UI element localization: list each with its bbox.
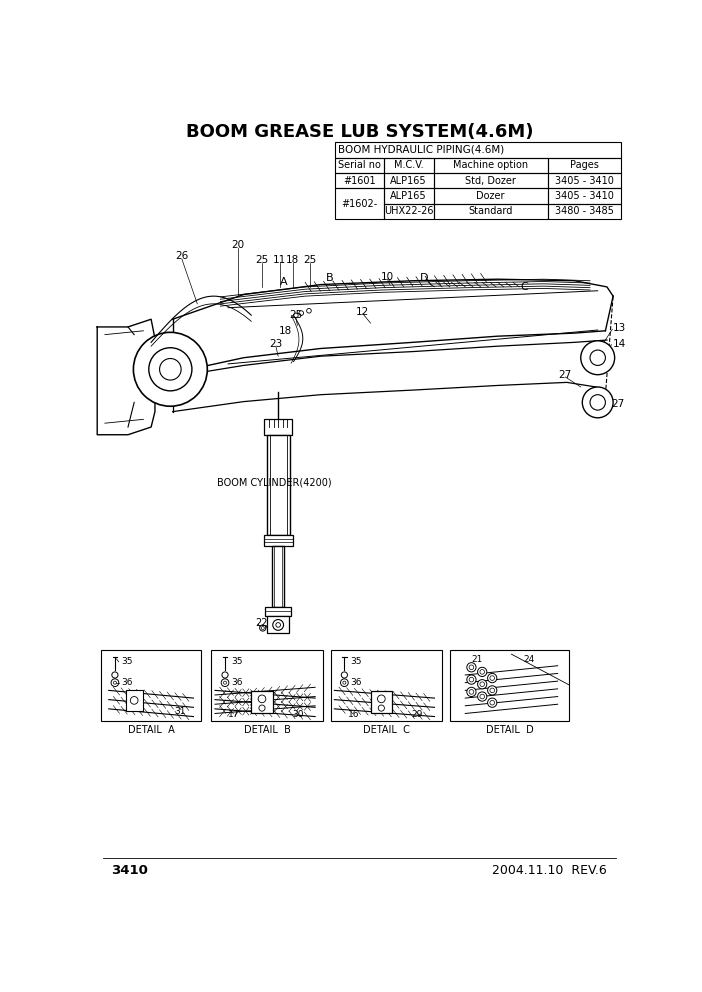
Text: 22: 22 — [255, 618, 267, 628]
Text: 35: 35 — [350, 657, 362, 666]
Circle shape — [582, 387, 613, 418]
Text: 3405 - 3410: 3405 - 3410 — [555, 191, 614, 201]
Bar — [264, 420, 292, 434]
Bar — [335, 142, 621, 158]
Text: 11: 11 — [273, 255, 286, 265]
Bar — [263, 535, 293, 546]
Text: D: D — [420, 274, 429, 284]
Bar — [251, 691, 273, 712]
Text: Pages: Pages — [570, 161, 599, 171]
Text: 27: 27 — [611, 399, 625, 409]
Circle shape — [133, 332, 207, 407]
Bar — [384, 203, 434, 219]
Text: 12: 12 — [356, 307, 369, 316]
Bar — [335, 188, 384, 219]
Text: 30: 30 — [292, 709, 303, 719]
Circle shape — [273, 620, 284, 630]
Bar — [384, 188, 434, 203]
Bar — [267, 434, 290, 535]
Circle shape — [488, 685, 497, 695]
Text: DETAIL  C: DETAIL C — [363, 724, 410, 735]
Bar — [434, 203, 548, 219]
Text: 35: 35 — [121, 657, 133, 666]
Text: Std, Dozer: Std, Dozer — [465, 176, 516, 186]
Bar — [450, 651, 569, 721]
Bar — [331, 651, 442, 721]
Text: Dozer: Dozer — [477, 191, 505, 201]
Text: 35: 35 — [231, 657, 243, 666]
Text: 3480 - 3485: 3480 - 3485 — [555, 206, 614, 216]
Circle shape — [581, 341, 615, 375]
Text: BOOM CYLINDER(4200): BOOM CYLINDER(4200) — [216, 477, 331, 487]
Bar — [434, 188, 548, 203]
Text: BOOM GREASE LUB SYSTEM(4.6M): BOOM GREASE LUB SYSTEM(4.6M) — [186, 123, 534, 141]
Text: 29: 29 — [411, 709, 423, 719]
Bar — [335, 173, 384, 188]
Bar — [434, 158, 548, 173]
Text: A: A — [279, 278, 287, 288]
Circle shape — [488, 698, 497, 707]
Bar — [335, 158, 384, 173]
Bar — [434, 173, 548, 188]
Text: DETAIL  D: DETAIL D — [486, 724, 534, 735]
Text: DETAIL  A: DETAIL A — [128, 724, 175, 735]
Bar — [265, 607, 291, 616]
Circle shape — [477, 692, 486, 701]
Text: 36: 36 — [121, 679, 133, 687]
Bar — [384, 173, 434, 188]
Text: 27: 27 — [559, 370, 572, 380]
Bar — [384, 158, 434, 173]
Text: 16: 16 — [347, 709, 359, 719]
Bar — [101, 651, 201, 721]
Text: Serial no: Serial no — [338, 161, 380, 171]
Text: 23: 23 — [270, 339, 282, 349]
Text: 18: 18 — [286, 255, 300, 265]
Text: 26: 26 — [176, 251, 189, 261]
Text: Machine option: Machine option — [453, 161, 528, 171]
Text: 24: 24 — [523, 655, 534, 664]
Bar — [548, 158, 621, 173]
Text: 14: 14 — [613, 339, 626, 349]
Text: 21: 21 — [472, 655, 483, 664]
Bar — [272, 546, 284, 607]
Text: BOOM HYDRAULIC PIPING(4.6M): BOOM HYDRAULIC PIPING(4.6M) — [338, 145, 505, 155]
Text: #1601: #1601 — [343, 176, 376, 186]
Text: 18: 18 — [279, 325, 293, 335]
Text: 2004.11.10  REV.6: 2004.11.10 REV.6 — [492, 864, 607, 877]
Text: C: C — [521, 282, 529, 292]
Circle shape — [467, 687, 476, 696]
Text: B: B — [326, 274, 333, 284]
Circle shape — [467, 663, 476, 672]
Text: ALP165: ALP165 — [390, 176, 427, 186]
Bar — [371, 691, 392, 712]
Text: ALP165: ALP165 — [390, 191, 427, 201]
Text: 20: 20 — [232, 239, 245, 250]
Bar — [267, 616, 289, 634]
Bar — [548, 203, 621, 219]
Text: 25: 25 — [256, 255, 269, 265]
Text: #1602-: #1602- — [341, 198, 378, 208]
Text: 36: 36 — [350, 679, 362, 687]
Bar — [126, 689, 143, 711]
Text: M.C.V.: M.C.V. — [394, 161, 423, 171]
Text: 13: 13 — [613, 323, 626, 333]
Bar — [548, 188, 621, 203]
Circle shape — [477, 668, 486, 677]
Circle shape — [488, 674, 497, 682]
Text: 3405 - 3410: 3405 - 3410 — [555, 176, 614, 186]
Text: 25: 25 — [303, 255, 317, 265]
Text: UHX22-26: UHX22-26 — [384, 206, 433, 216]
Text: 10: 10 — [381, 272, 394, 282]
Text: Standard: Standard — [468, 206, 513, 216]
Circle shape — [467, 675, 476, 684]
Text: DETAIL  B: DETAIL B — [244, 724, 291, 735]
Text: 36: 36 — [231, 679, 243, 687]
Text: 17: 17 — [228, 709, 239, 719]
Text: 25: 25 — [289, 310, 303, 320]
Bar — [548, 173, 621, 188]
Text: 3410: 3410 — [111, 864, 148, 877]
Bar — [211, 651, 323, 721]
Text: 31: 31 — [174, 707, 186, 716]
Circle shape — [477, 680, 486, 688]
